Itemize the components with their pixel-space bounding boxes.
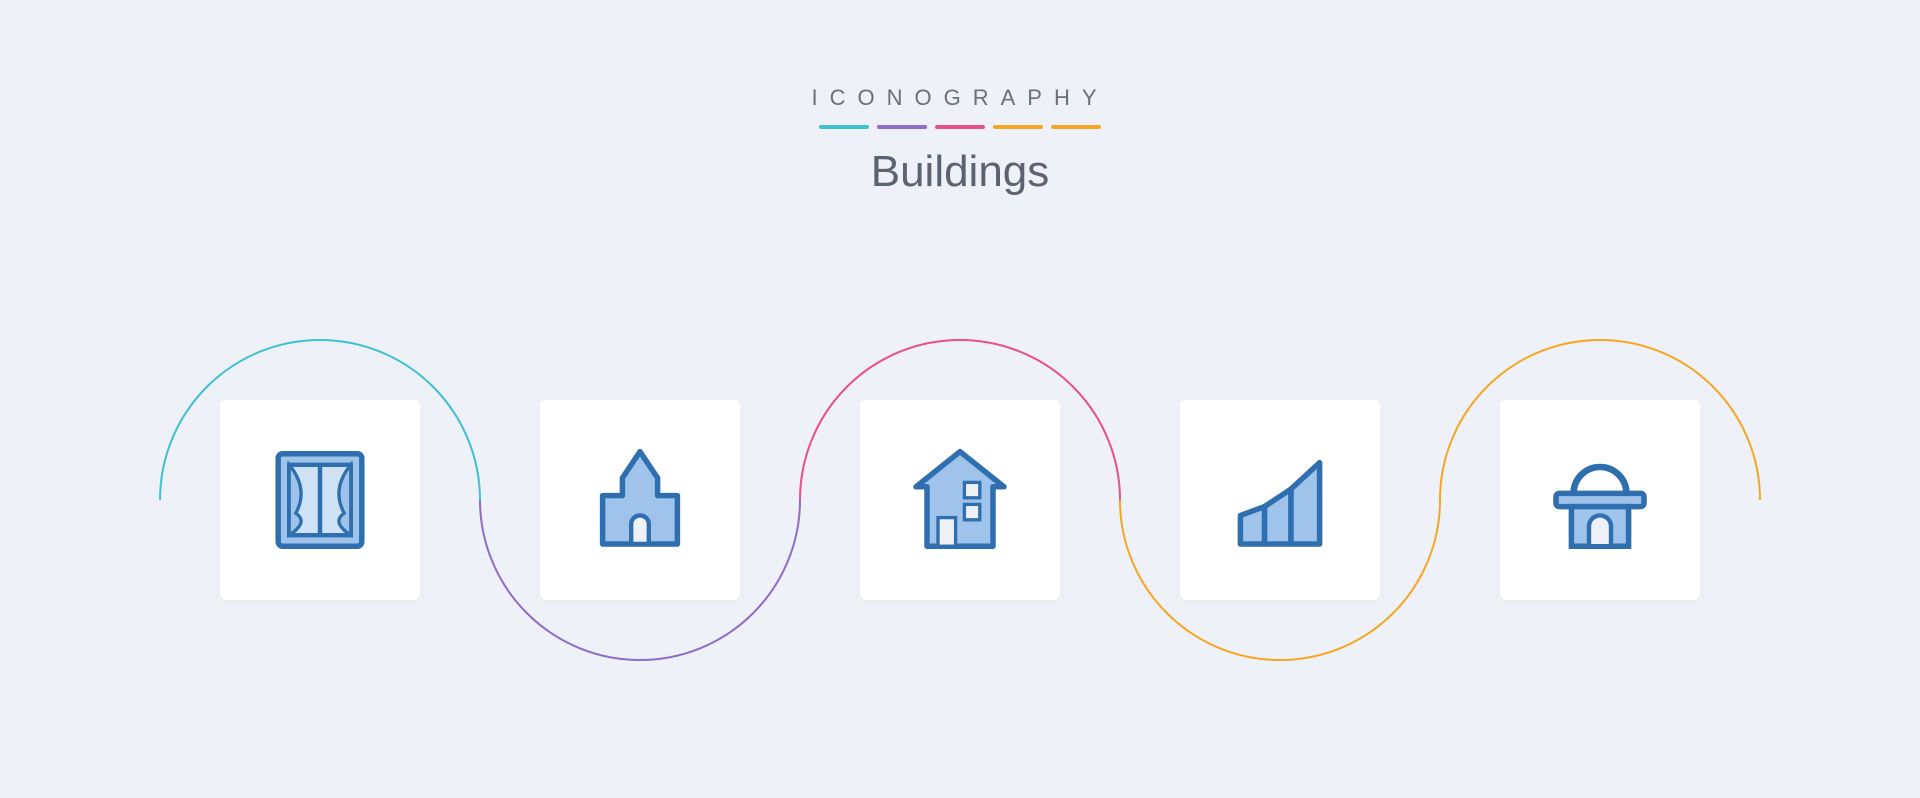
window-curtain-icon xyxy=(265,445,375,555)
dome-gate-icon xyxy=(1545,445,1655,555)
icon-row xyxy=(0,400,1920,600)
icon-card-house xyxy=(860,400,1060,600)
page-title: Buildings xyxy=(0,147,1920,197)
divider-seg-5 xyxy=(1051,125,1101,129)
divider-seg-2 xyxy=(877,125,927,129)
bars-buildings-icon xyxy=(1225,445,1335,555)
icon-card-bars xyxy=(1180,400,1380,600)
header: ICONOGRAPHY Buildings xyxy=(0,0,1920,197)
icon-stage xyxy=(0,260,1920,780)
divider-seg-4 xyxy=(993,125,1043,129)
brand-text: ICONOGRAPHY xyxy=(0,85,1920,111)
icon-card-window xyxy=(220,400,420,600)
divider-seg-3 xyxy=(935,125,985,129)
icon-card-castle xyxy=(540,400,740,600)
brand-divider xyxy=(0,125,1920,129)
icon-card-dome xyxy=(1500,400,1700,600)
house-icon xyxy=(905,445,1015,555)
castle-icon xyxy=(585,445,695,555)
divider-seg-1 xyxy=(819,125,869,129)
